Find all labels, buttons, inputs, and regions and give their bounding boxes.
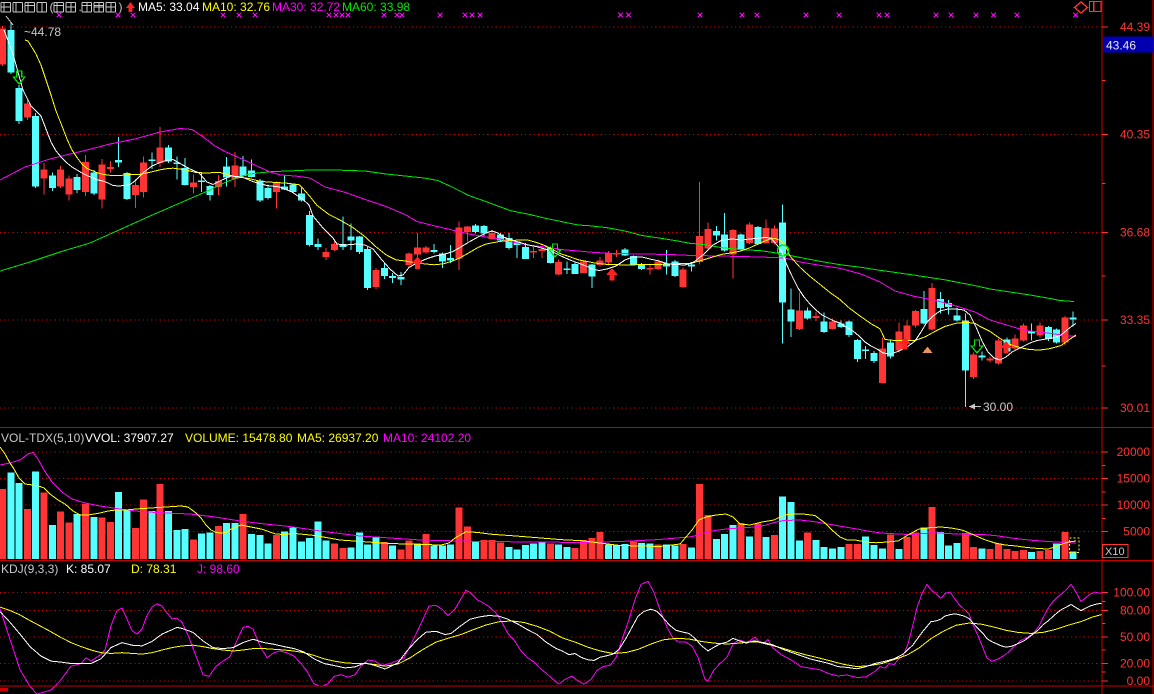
svg-text:~44.78: ~44.78 bbox=[24, 25, 61, 39]
svg-text:MA30: 32.72: MA30: 32.72 bbox=[272, 0, 340, 14]
svg-text:VOL-TDX(5,10): VOL-TDX(5,10) bbox=[1, 431, 84, 445]
svg-text:MA60: 33.98: MA60: 33.98 bbox=[342, 0, 410, 14]
svg-text:MA5: 33.04: MA5: 33.04 bbox=[138, 0, 200, 14]
svg-text:MA10: 24102.20: MA10: 24102.20 bbox=[383, 431, 471, 445]
svg-text:100.00: 100.00 bbox=[1113, 586, 1150, 600]
svg-text:MA10: 32.76: MA10: 32.76 bbox=[202, 0, 270, 14]
svg-text:43.46: 43.46 bbox=[1106, 39, 1136, 53]
svg-text:15000: 15000 bbox=[1117, 472, 1151, 486]
svg-text:36.68: 36.68 bbox=[1120, 225, 1150, 239]
svg-text:80.00: 80.00 bbox=[1120, 603, 1150, 617]
svg-text:VOLUME: 15478.80: VOLUME: 15478.80 bbox=[185, 431, 293, 445]
svg-text:40.35: 40.35 bbox=[1120, 128, 1150, 142]
svg-text:X10: X10 bbox=[1105, 546, 1125, 558]
svg-text:K: 85.07: K: 85.07 bbox=[66, 562, 111, 576]
svg-text:30.00: 30.00 bbox=[983, 400, 1013, 414]
svg-text:): ) bbox=[119, 0, 123, 14]
svg-text:0.00: 0.00 bbox=[1127, 674, 1151, 688]
svg-text:MA5: 26937.20: MA5: 26937.20 bbox=[297, 431, 379, 445]
svg-text:D: 78.31: D: 78.31 bbox=[131, 562, 177, 576]
svg-text:50.00: 50.00 bbox=[1120, 630, 1150, 644]
svg-text:20.00: 20.00 bbox=[1120, 656, 1150, 670]
svg-text:KDJ(9,3,3): KDJ(9,3,3) bbox=[1, 562, 58, 576]
svg-text:5000: 5000 bbox=[1123, 525, 1150, 539]
svg-text:VVOL: 37907.27: VVOL: 37907.27 bbox=[85, 431, 174, 445]
svg-text:44.39: 44.39 bbox=[1120, 20, 1150, 34]
svg-text:(: ( bbox=[50, 0, 54, 14]
svg-text:30.01: 30.01 bbox=[1120, 401, 1150, 415]
svg-text:33.35: 33.35 bbox=[1120, 313, 1150, 327]
svg-text:10000: 10000 bbox=[1117, 498, 1151, 512]
svg-text:.: . bbox=[79, 0, 82, 14]
svg-text:20000: 20000 bbox=[1117, 445, 1151, 459]
svg-text:J: 98.60: J: 98.60 bbox=[197, 562, 240, 576]
